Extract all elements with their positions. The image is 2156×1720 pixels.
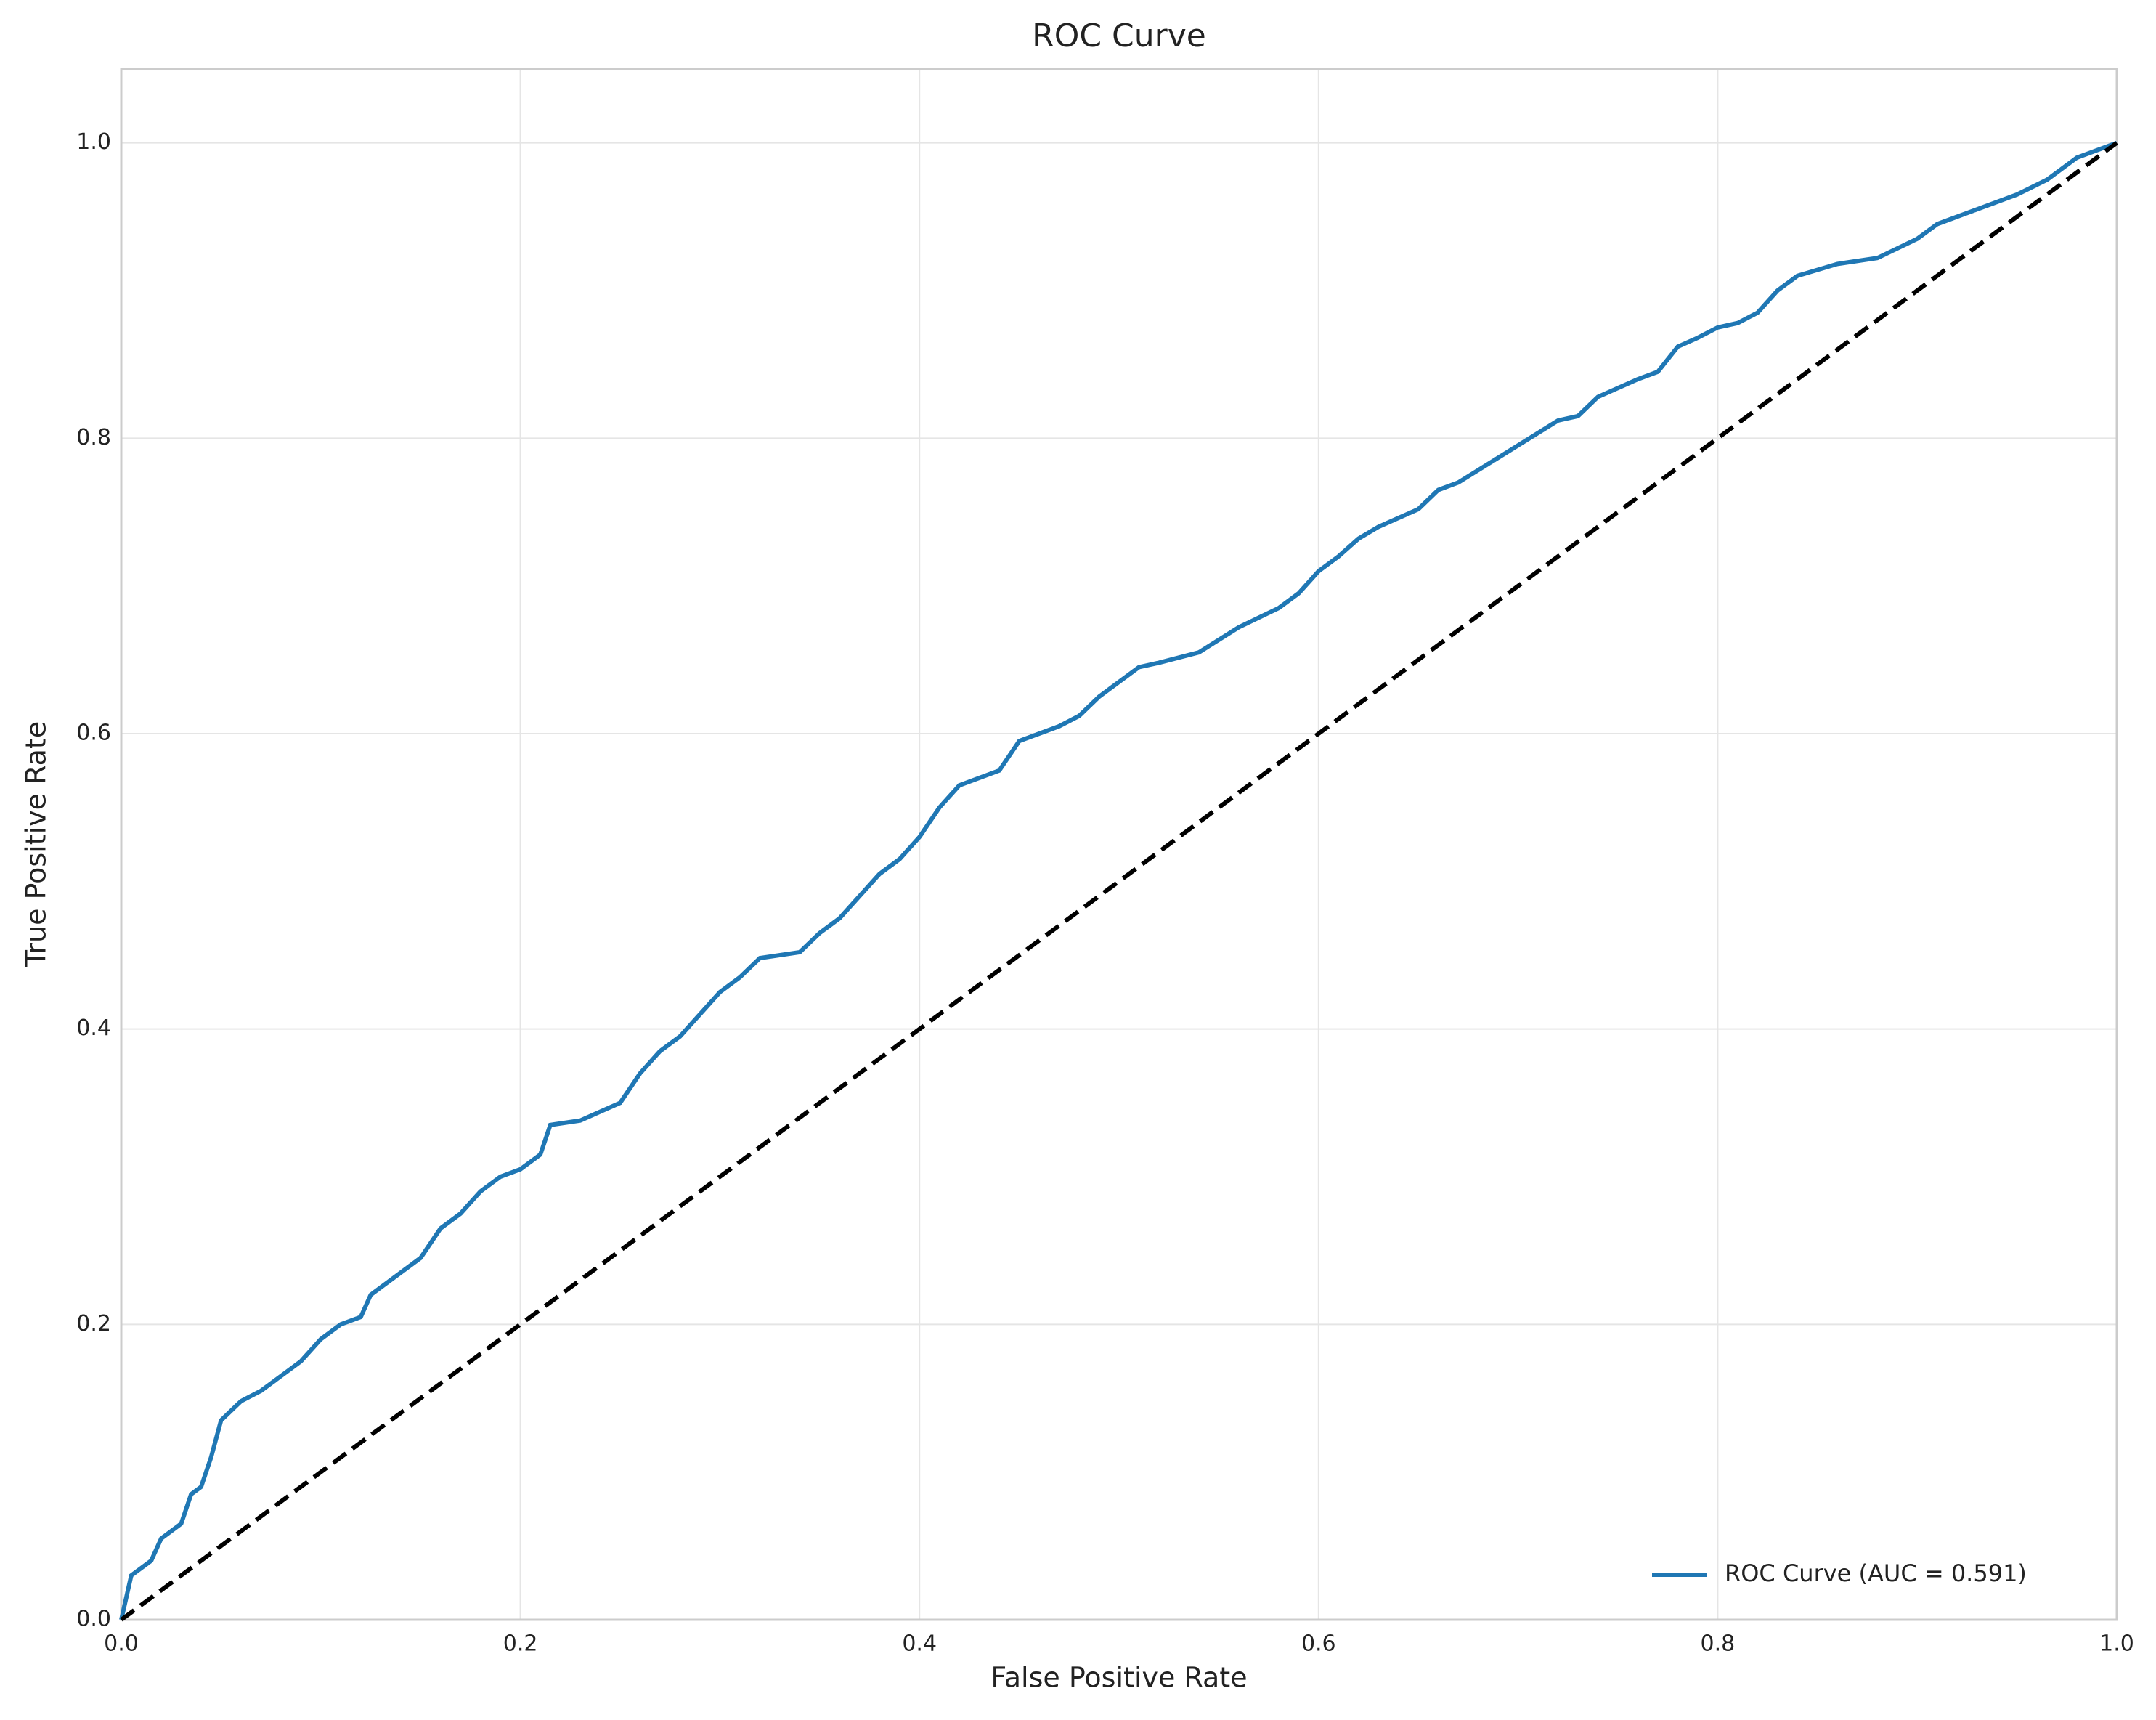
y-tick-label: 0.4	[76, 1015, 111, 1041]
x-tick-label: 0.0	[104, 1631, 139, 1657]
series-line	[119, 140, 2118, 1620]
y-tick-label: 1.0	[76, 129, 111, 155]
y-tick-label: 0.2	[76, 1311, 111, 1336]
series-line	[120, 141, 2118, 1622]
x-tick-label: 1.0	[2099, 1631, 2134, 1657]
y-tick-label: 0.6	[76, 721, 111, 746]
y-tick-label: 0.0	[76, 1607, 111, 1632]
x-axis-label: False Positive Rate	[990, 1662, 1247, 1694]
x-tick-label: 0.6	[1301, 1631, 1336, 1657]
x-tick-label: 0.8	[1701, 1631, 1736, 1657]
x-tick-label: 0.4	[902, 1631, 937, 1657]
y-axis-label: True Positive Rate	[20, 721, 52, 968]
legend-label: ROC Curve (AUC = 0.591)	[1725, 1559, 2027, 1587]
y-tick-label: 0.8	[76, 425, 111, 450]
chart-title: ROC Curve	[1032, 17, 1206, 54]
plot-frame	[120, 68, 2118, 1621]
x-tick-label: 0.2	[503, 1631, 538, 1657]
